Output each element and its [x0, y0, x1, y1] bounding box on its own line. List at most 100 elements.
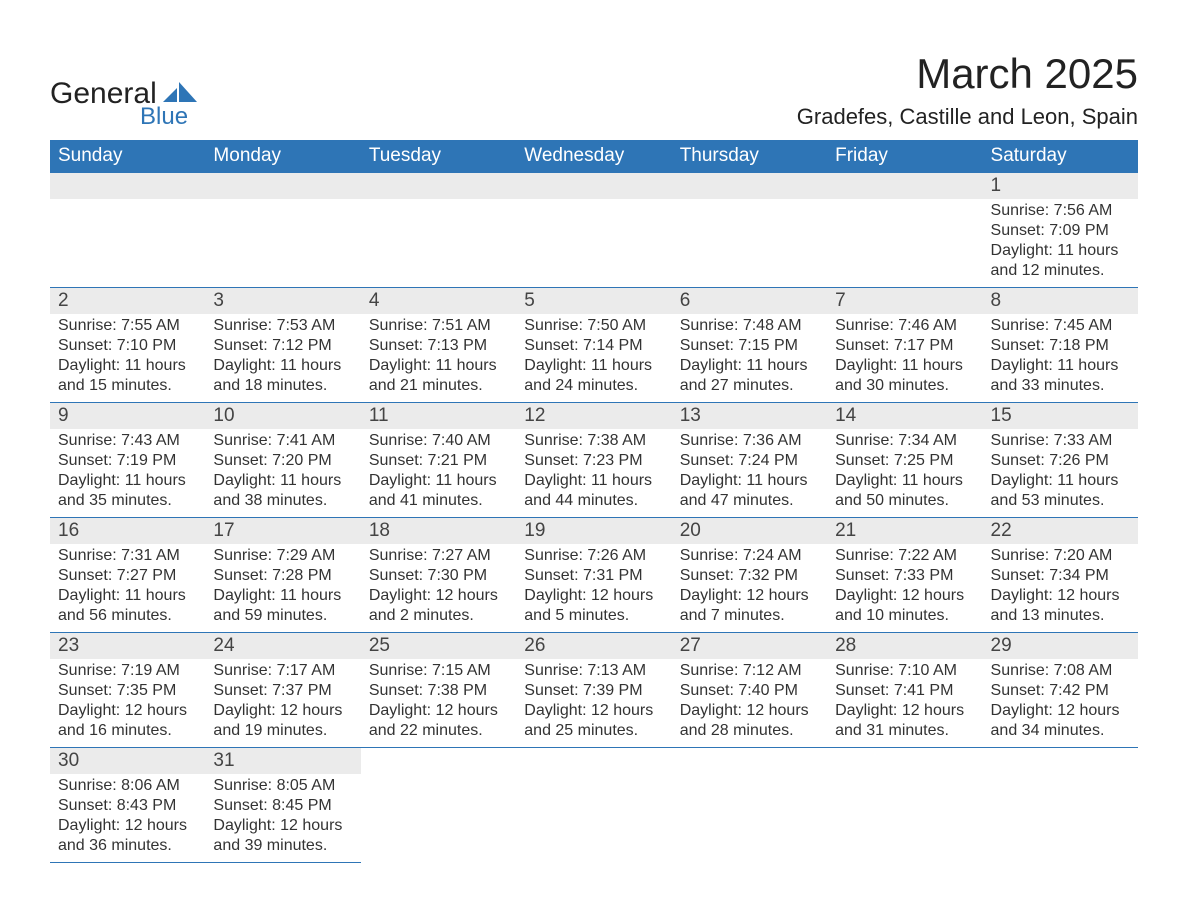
- daylight-line: Daylight: 12 hours and 25 minutes.: [524, 701, 663, 741]
- sunset-value: 7:34 PM: [1049, 567, 1109, 584]
- weekday-header: Tuesday: [361, 140, 516, 173]
- day-details: Sunrise: 7:34 AMSunset: 7:25 PMDaylight:…: [827, 429, 982, 517]
- sunrise-value: 7:33 AM: [1054, 432, 1113, 449]
- sunrise-line: Sunrise: 7:50 AM: [524, 316, 663, 336]
- calendar-week-row: 30Sunrise: 8:06 AMSunset: 8:43 PMDayligh…: [50, 748, 1138, 863]
- sunrise-value: 7:15 AM: [432, 662, 491, 679]
- day-number: 2: [50, 288, 205, 314]
- sunset-line: Sunset: 7:15 PM: [680, 336, 819, 356]
- day-details: Sunrise: 7:40 AMSunset: 7:21 PMDaylight:…: [361, 429, 516, 517]
- sunrise-value: 7:46 AM: [898, 317, 957, 334]
- weekday-header: Thursday: [672, 140, 827, 173]
- sunset-line: Sunset: 8:45 PM: [213, 796, 352, 816]
- weekday-header: Friday: [827, 140, 982, 173]
- sunset-line: Sunset: 7:24 PM: [680, 451, 819, 471]
- day-details: Sunrise: 8:06 AMSunset: 8:43 PMDaylight:…: [50, 774, 205, 862]
- day-number: 9: [50, 403, 205, 429]
- daylight-value: 11 hours and 56 minutes.: [58, 587, 186, 624]
- daylight-value: 11 hours and 18 minutes.: [213, 357, 341, 394]
- daylight-value: 12 hours and 39 minutes.: [213, 817, 342, 854]
- empty-daynum: [205, 173, 360, 199]
- day-number: 27: [672, 633, 827, 659]
- sunrise-line: Sunrise: 7:29 AM: [213, 546, 352, 566]
- sunset-line: Sunset: 7:37 PM: [213, 681, 352, 701]
- calendar-week-row: 1Sunrise: 7:56 AMSunset: 7:09 PMDaylight…: [50, 173, 1138, 288]
- daylight-value: 11 hours and 41 minutes.: [369, 472, 497, 509]
- sunset-value: 7:17 PM: [894, 337, 954, 354]
- sunrise-line: Sunrise: 7:41 AM: [213, 431, 352, 451]
- calendar-cell: 20Sunrise: 7:24 AMSunset: 7:32 PMDayligh…: [672, 518, 827, 633]
- day-number: 10: [205, 403, 360, 429]
- sunset-value: 7:15 PM: [738, 337, 798, 354]
- empty-daynum: [361, 173, 516, 199]
- day-details: Sunrise: 7:33 AMSunset: 7:26 PMDaylight:…: [983, 429, 1138, 517]
- weekday-header: Saturday: [983, 140, 1138, 173]
- daylight-value: 11 hours and 35 minutes.: [58, 472, 186, 509]
- calendar-cell: [516, 173, 671, 288]
- daylight-value: 12 hours and 22 minutes.: [369, 702, 498, 739]
- day-number: 25: [361, 633, 516, 659]
- sunrise-value: 7:29 AM: [277, 547, 336, 564]
- sunrise-value: 7:27 AM: [432, 547, 491, 564]
- sunset-value: 7:33 PM: [894, 567, 954, 584]
- calendar-cell: 6Sunrise: 7:48 AMSunset: 7:15 PMDaylight…: [672, 288, 827, 403]
- sunrise-line: Sunrise: 7:53 AM: [213, 316, 352, 336]
- empty-daynum: [672, 173, 827, 199]
- sunset-value: 7:23 PM: [583, 452, 643, 469]
- sunrise-value: 7:22 AM: [898, 547, 957, 564]
- calendar-cell: [672, 173, 827, 288]
- sunrise-value: 7:38 AM: [587, 432, 646, 449]
- empty-daynum: [50, 173, 205, 199]
- sunset-value: 8:43 PM: [117, 797, 177, 814]
- page-header: General Blue March 2025 Gradefes, Castil…: [50, 50, 1138, 140]
- location-text: Gradefes, Castille and Leon, Spain: [797, 104, 1138, 130]
- sunrise-line: Sunrise: 7:19 AM: [58, 661, 197, 681]
- daylight-value: 12 hours and 25 minutes.: [524, 702, 653, 739]
- day-details: Sunrise: 7:29 AMSunset: 7:28 PMDaylight:…: [205, 544, 360, 632]
- day-details: Sunrise: 7:50 AMSunset: 7:14 PMDaylight:…: [516, 314, 671, 402]
- sunset-value: 7:40 PM: [738, 682, 798, 699]
- sunrise-line: Sunrise: 7:34 AM: [835, 431, 974, 451]
- day-number: 28: [827, 633, 982, 659]
- calendar-cell: 16Sunrise: 7:31 AMSunset: 7:27 PMDayligh…: [50, 518, 205, 633]
- sunrise-line: Sunrise: 7:12 AM: [680, 661, 819, 681]
- sunset-line: Sunset: 7:26 PM: [991, 451, 1130, 471]
- calendar-cell: 29Sunrise: 7:08 AMSunset: 7:42 PMDayligh…: [983, 633, 1138, 748]
- sunrise-line: Sunrise: 7:17 AM: [213, 661, 352, 681]
- sunrise-line: Sunrise: 7:10 AM: [835, 661, 974, 681]
- day-details: Sunrise: 7:17 AMSunset: 7:37 PMDaylight:…: [205, 659, 360, 747]
- sunset-value: 7:26 PM: [1049, 452, 1109, 469]
- day-details: Sunrise: 7:13 AMSunset: 7:39 PMDaylight:…: [516, 659, 671, 747]
- daylight-line: Daylight: 11 hours and 30 minutes.: [835, 356, 974, 396]
- sunset-value: 7:37 PM: [272, 682, 332, 699]
- sunrise-value: 7:12 AM: [743, 662, 802, 679]
- sunrise-line: Sunrise: 7:13 AM: [524, 661, 663, 681]
- sunrise-value: 7:55 AM: [121, 317, 180, 334]
- sunrise-value: 7:53 AM: [277, 317, 336, 334]
- calendar-cell: [827, 173, 982, 288]
- sunset-value: 7:24 PM: [738, 452, 798, 469]
- day-number: 1: [983, 173, 1138, 199]
- empty-daynum: [516, 173, 671, 199]
- day-number: 6: [672, 288, 827, 314]
- calendar-cell: 5Sunrise: 7:50 AMSunset: 7:14 PMDaylight…: [516, 288, 671, 403]
- day-details: Sunrise: 7:51 AMSunset: 7:13 PMDaylight:…: [361, 314, 516, 402]
- day-details: Sunrise: 7:53 AMSunset: 7:12 PMDaylight:…: [205, 314, 360, 402]
- daylight-value: 12 hours and 34 minutes.: [991, 702, 1120, 739]
- sunrise-line: Sunrise: 7:38 AM: [524, 431, 663, 451]
- daylight-line: Daylight: 11 hours and 38 minutes.: [213, 471, 352, 511]
- calendar-cell: 3Sunrise: 7:53 AMSunset: 7:12 PMDaylight…: [205, 288, 360, 403]
- daylight-value: 11 hours and 24 minutes.: [524, 357, 652, 394]
- daylight-line: Daylight: 11 hours and 41 minutes.: [369, 471, 508, 511]
- sunset-line: Sunset: 7:25 PM: [835, 451, 974, 471]
- daylight-line: Daylight: 12 hours and 34 minutes.: [991, 701, 1130, 741]
- sunset-line: Sunset: 7:41 PM: [835, 681, 974, 701]
- day-number: 17: [205, 518, 360, 544]
- calendar-header-row: SundayMondayTuesdayWednesdayThursdayFrid…: [50, 140, 1138, 173]
- sunset-line: Sunset: 7:31 PM: [524, 566, 663, 586]
- sunrise-value: 7:56 AM: [1054, 202, 1113, 219]
- day-details: Sunrise: 7:46 AMSunset: 7:17 PMDaylight:…: [827, 314, 982, 402]
- sunset-value: 7:28 PM: [272, 567, 332, 584]
- calendar-cell: 12Sunrise: 7:38 AMSunset: 7:23 PMDayligh…: [516, 403, 671, 518]
- sunrise-value: 7:51 AM: [432, 317, 491, 334]
